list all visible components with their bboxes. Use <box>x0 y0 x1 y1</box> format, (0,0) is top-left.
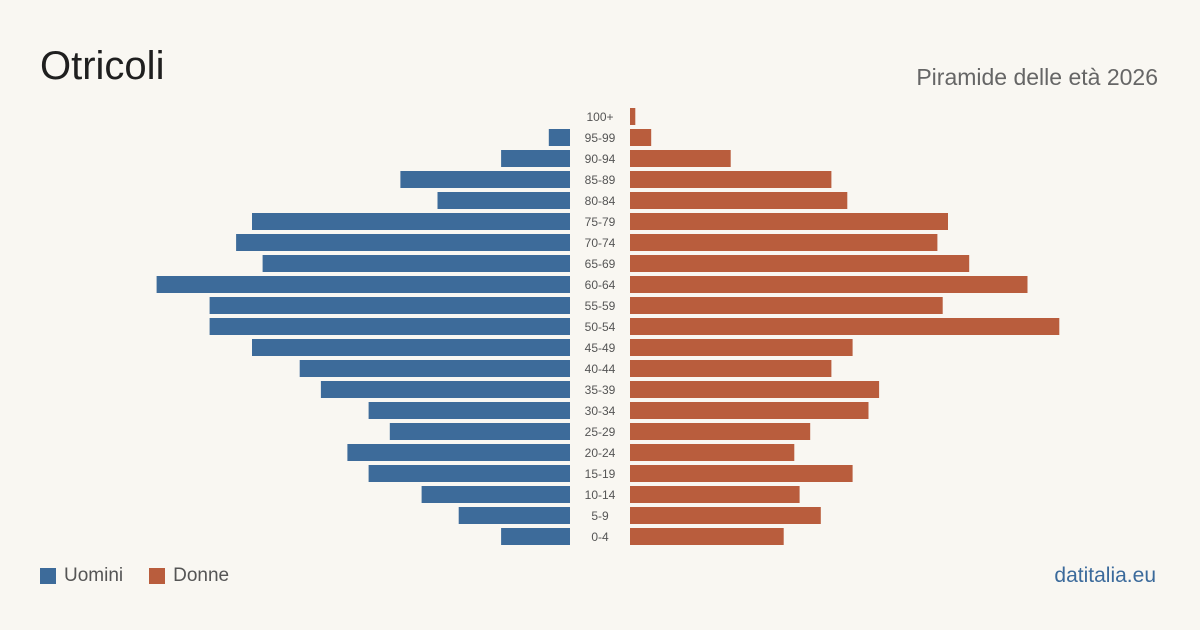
bar-men-80-84 <box>437 192 570 209</box>
age-label-25-29: 25-29 <box>585 425 616 439</box>
age-label-40-44: 40-44 <box>585 362 616 376</box>
bar-men-50-54 <box>209 318 570 335</box>
bar-women-75-79 <box>630 213 948 230</box>
legend-label-men: Uomini <box>64 565 124 586</box>
bar-men-0-4 <box>501 528 570 545</box>
age-label-60-64: 60-64 <box>585 278 616 292</box>
legend-swatch-women <box>149 568 166 584</box>
age-label-10-14: 10-14 <box>585 488 616 502</box>
bar-women-0-4 <box>630 528 784 545</box>
bar-women-35-39 <box>630 381 880 398</box>
bar-men-75-79 <box>252 213 570 230</box>
age-label-55-59: 55-59 <box>585 299 616 313</box>
bar-men-55-59 <box>209 297 570 314</box>
age-label-35-39: 35-39 <box>585 383 616 397</box>
bar-women-95-99 <box>630 129 652 146</box>
age-label-100+: 100+ <box>586 110 613 124</box>
age-label-50-54: 50-54 <box>585 320 616 334</box>
chart-legend: Uomini Donne <box>40 565 255 587</box>
bar-women-65-69 <box>630 255 970 272</box>
age-label-15-19: 15-19 <box>585 467 616 481</box>
age-label-65-69: 65-69 <box>585 257 616 271</box>
bar-women-25-29 <box>630 423 811 440</box>
legend-swatch-men <box>40 568 56 584</box>
bar-men-95-99 <box>548 129 570 146</box>
bar-women-5-9 <box>630 507 821 524</box>
bar-women-15-19 <box>630 465 853 482</box>
bar-men-45-49 <box>252 339 570 356</box>
legend-item-women: Donne <box>149 565 229 587</box>
age-label-20-24: 20-24 <box>585 446 616 460</box>
bar-women-30-34 <box>630 402 869 419</box>
source-link[interactable]: datitalia.eu <box>1054 564 1156 587</box>
bar-men-60-64 <box>156 276 570 293</box>
bar-men-90-94 <box>501 150 570 167</box>
bar-men-40-44 <box>299 360 570 377</box>
age-label-85-89: 85-89 <box>585 173 616 187</box>
bar-men-5-9 <box>458 507 570 524</box>
bar-men-65-69 <box>262 255 570 272</box>
legend-label-women: Donne <box>173 565 230 586</box>
legend-item-men: Uomini <box>40 565 123 587</box>
bar-women-55-59 <box>630 297 943 314</box>
bar-women-40-44 <box>630 360 832 377</box>
bar-women-80-84 <box>630 192 848 209</box>
age-label-0-4: 0-4 <box>591 530 609 544</box>
bar-women-50-54 <box>630 318 1060 335</box>
page-title: Otricoli <box>40 44 165 88</box>
bar-men-85-89 <box>400 171 570 188</box>
bar-men-30-34 <box>368 402 570 419</box>
bar-women-45-49 <box>630 339 853 356</box>
bar-women-85-89 <box>630 171 832 188</box>
bar-women-70-74 <box>630 234 938 251</box>
bar-men-20-24 <box>347 444 570 461</box>
age-label-95-99: 95-99 <box>585 131 616 145</box>
age-label-45-49: 45-49 <box>585 341 616 355</box>
bar-men-25-29 <box>389 423 570 440</box>
age-label-80-84: 80-84 <box>585 194 616 208</box>
bar-men-15-19 <box>368 465 570 482</box>
age-label-70-74: 70-74 <box>585 236 616 250</box>
bar-women-60-64 <box>630 276 1028 293</box>
age-label-5-9: 5-9 <box>591 509 609 523</box>
age-label-90-94: 90-94 <box>585 152 616 166</box>
bar-women-90-94 <box>630 150 731 167</box>
bar-women-10-14 <box>630 486 800 503</box>
bar-women-100+ <box>630 108 636 125</box>
bar-women-20-24 <box>630 444 795 461</box>
bar-men-35-39 <box>320 381 570 398</box>
age-label-75-79: 75-79 <box>585 215 616 229</box>
chart-subtitle: Piramide delle età 2026 <box>916 64 1158 90</box>
age-label-30-34: 30-34 <box>585 404 616 418</box>
bar-men-10-14 <box>421 486 570 503</box>
bar-men-70-74 <box>236 234 570 251</box>
